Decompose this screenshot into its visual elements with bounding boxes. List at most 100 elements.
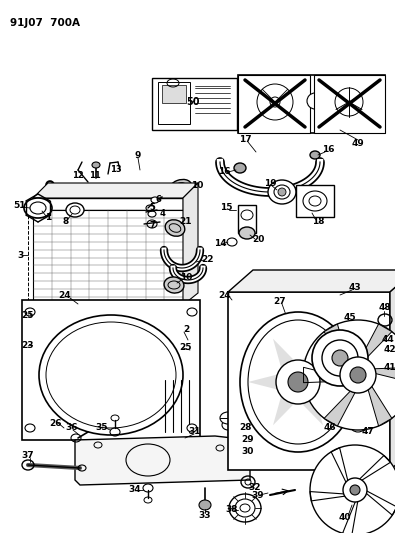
Text: 10: 10: [191, 181, 203, 190]
Polygon shape: [183, 183, 198, 305]
Text: 28: 28: [239, 424, 251, 432]
Text: 24: 24: [219, 290, 231, 300]
Ellipse shape: [310, 151, 320, 159]
Text: 5: 5: [149, 203, 155, 212]
Bar: [22, 300, 200, 440]
Bar: [158, 82, 190, 124]
Ellipse shape: [66, 203, 84, 217]
Ellipse shape: [24, 198, 52, 218]
Text: 3: 3: [17, 251, 23, 260]
Ellipse shape: [343, 478, 367, 502]
Polygon shape: [248, 375, 298, 390]
Text: 33: 33: [199, 511, 211, 520]
Text: 21: 21: [179, 217, 191, 227]
Text: 8: 8: [63, 217, 69, 227]
Text: 23: 23: [22, 341, 34, 350]
Text: 6: 6: [155, 196, 161, 205]
Text: 48: 48: [379, 303, 391, 312]
Text: 24: 24: [59, 292, 71, 301]
Bar: [33, 198, 183, 210]
Text: 27: 27: [274, 297, 286, 306]
Ellipse shape: [278, 188, 286, 196]
Text: 41: 41: [384, 364, 395, 373]
Polygon shape: [365, 490, 395, 515]
Text: 44: 44: [382, 335, 394, 344]
Text: 20: 20: [252, 236, 264, 245]
Polygon shape: [358, 324, 392, 364]
Text: 14: 14: [214, 239, 226, 248]
Bar: [238, 205, 256, 233]
Ellipse shape: [310, 445, 395, 533]
Text: 31: 31: [189, 427, 201, 437]
Text: 43: 43: [349, 284, 361, 293]
Text: 49: 49: [352, 139, 364, 148]
Polygon shape: [298, 382, 323, 425]
Text: 12: 12: [72, 172, 84, 181]
Polygon shape: [358, 456, 391, 481]
Polygon shape: [390, 270, 395, 470]
Ellipse shape: [187, 424, 197, 432]
Ellipse shape: [303, 320, 395, 430]
Ellipse shape: [268, 180, 296, 204]
Text: 13: 13: [110, 166, 122, 174]
Ellipse shape: [350, 367, 366, 383]
Text: 35: 35: [96, 424, 108, 432]
Text: 30: 30: [242, 448, 254, 456]
Polygon shape: [324, 324, 350, 369]
Text: 16: 16: [218, 167, 230, 176]
Bar: [33, 305, 183, 319]
Text: 9: 9: [135, 150, 141, 159]
Text: 2: 2: [183, 326, 189, 335]
Ellipse shape: [350, 485, 360, 495]
Text: 7: 7: [149, 221, 155, 230]
Text: 34: 34: [129, 486, 141, 495]
Polygon shape: [310, 491, 347, 501]
Text: 19: 19: [264, 179, 276, 188]
Text: 45: 45: [344, 313, 356, 322]
Ellipse shape: [240, 312, 356, 452]
Text: 46: 46: [324, 424, 336, 432]
Ellipse shape: [332, 350, 348, 366]
Polygon shape: [303, 367, 348, 383]
Ellipse shape: [307, 93, 323, 109]
Text: 39: 39: [252, 491, 264, 500]
Polygon shape: [75, 436, 250, 485]
Ellipse shape: [92, 162, 100, 168]
Text: 16: 16: [322, 146, 334, 155]
Text: 11: 11: [89, 171, 101, 180]
Bar: [162, 85, 186, 103]
Bar: [238, 75, 385, 133]
Polygon shape: [228, 270, 395, 292]
Text: 29: 29: [242, 435, 254, 445]
Ellipse shape: [151, 197, 159, 203]
Text: 15: 15: [220, 204, 232, 213]
Ellipse shape: [340, 357, 376, 393]
Text: 4: 4: [160, 208, 166, 217]
Text: 50: 50: [186, 97, 200, 107]
Text: 47: 47: [362, 427, 374, 437]
Text: 42: 42: [384, 345, 395, 354]
Text: 37: 37: [22, 450, 34, 459]
Ellipse shape: [288, 372, 308, 392]
Ellipse shape: [199, 500, 211, 510]
Polygon shape: [331, 448, 348, 484]
Bar: [33, 210, 183, 305]
Polygon shape: [273, 338, 298, 382]
Text: 25: 25: [22, 311, 34, 320]
Text: 40: 40: [339, 513, 351, 522]
Text: 17: 17: [239, 135, 251, 144]
Text: 22: 22: [201, 255, 213, 264]
Ellipse shape: [220, 412, 236, 424]
Text: 1: 1: [45, 214, 51, 222]
Text: 26: 26: [49, 419, 61, 429]
Polygon shape: [33, 183, 198, 198]
Polygon shape: [369, 367, 395, 383]
Bar: [296, 185, 334, 217]
Bar: [238, 75, 310, 133]
Polygon shape: [273, 382, 298, 425]
Text: 32: 32: [249, 483, 261, 492]
Ellipse shape: [165, 220, 185, 236]
Ellipse shape: [312, 330, 368, 386]
Bar: [152, 78, 237, 130]
Ellipse shape: [187, 308, 197, 316]
